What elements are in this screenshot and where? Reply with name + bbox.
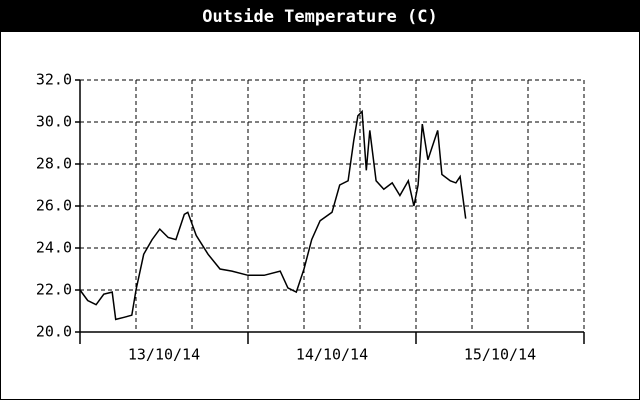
y-tick-label: 26.0 <box>36 197 72 215</box>
y-tick-label: 32.0 <box>36 71 72 89</box>
y-tick-label: 22.0 <box>36 281 72 299</box>
line <box>79 109 467 321</box>
title-bar <box>0 0 640 32</box>
x-tick-label: 15/10/14 <box>464 346 536 364</box>
y-tick-label: 30.0 <box>36 113 72 131</box>
y-tick-label: 24.0 <box>36 239 72 257</box>
chart-title: Outside Temperature (C) <box>202 7 437 27</box>
x-tick-label: 13/10/14 <box>128 346 200 364</box>
x-tick-label: 14/10/14 <box>296 346 368 364</box>
y-tick-label: 28.0 <box>36 155 72 173</box>
y-tick-label: 20.0 <box>36 323 72 341</box>
